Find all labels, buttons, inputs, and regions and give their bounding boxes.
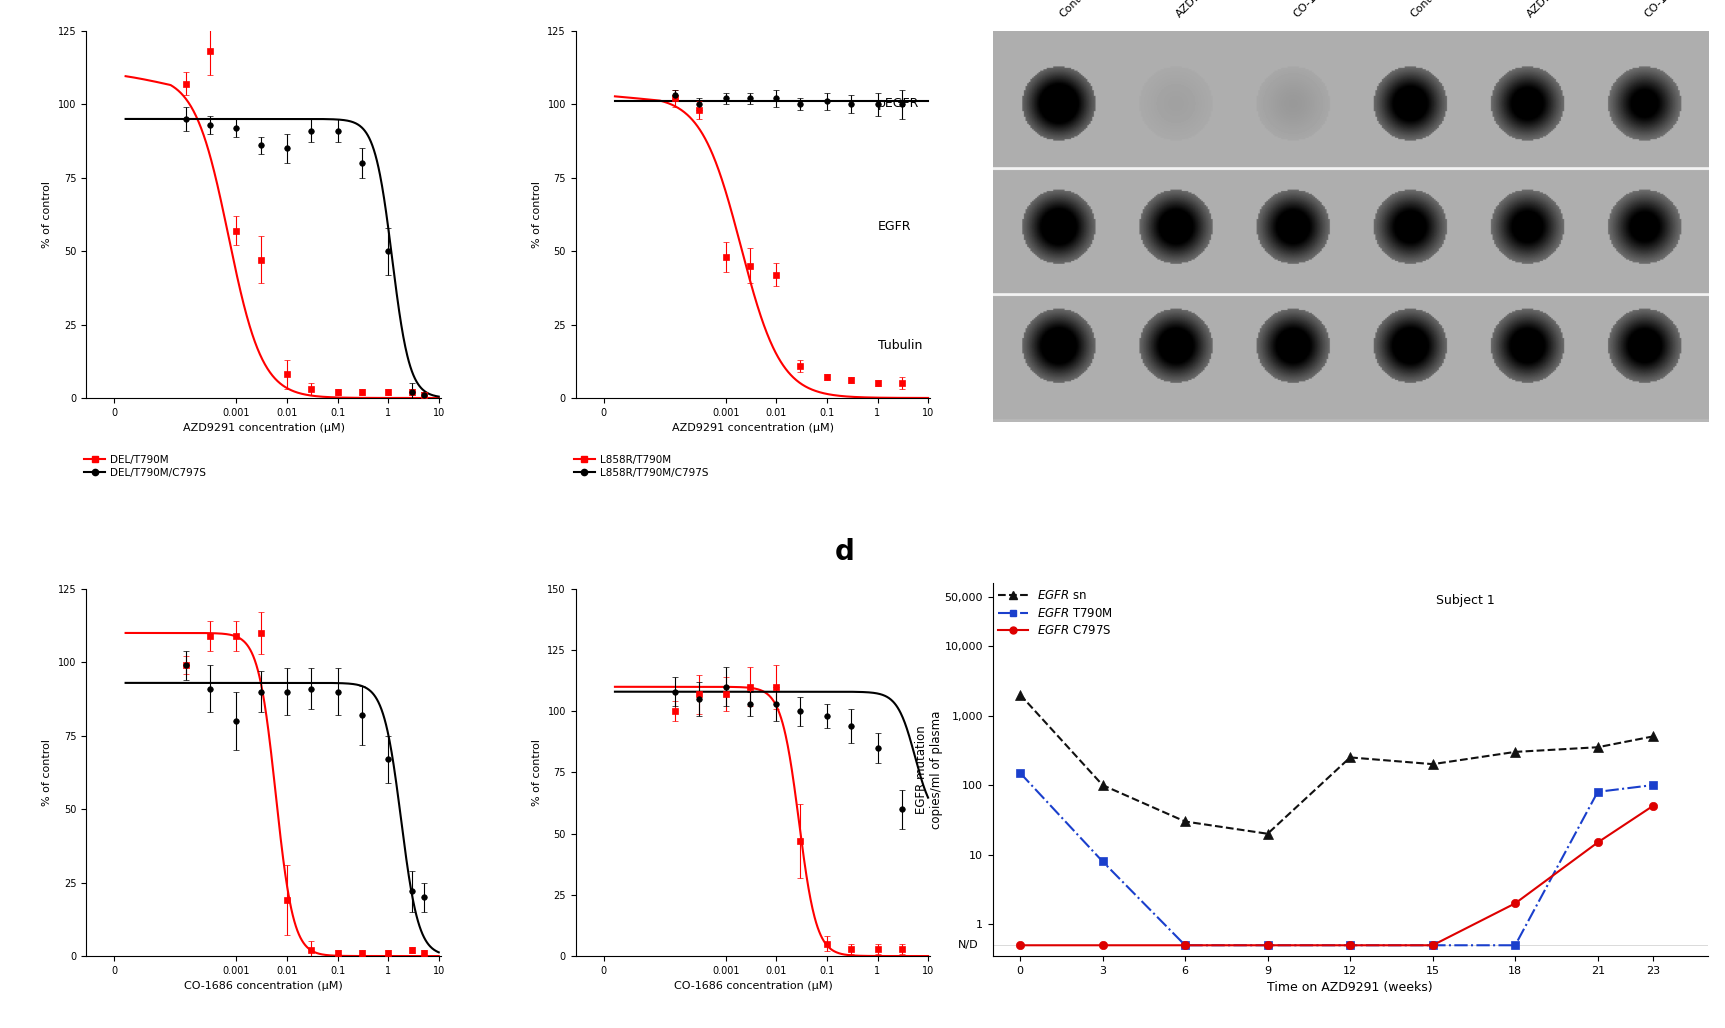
Text: Control: Control — [1409, 0, 1444, 20]
Legend: $EGFR$ sn, $EGFR$ T790M, $EGFR$ C797S: $EGFR$ sn, $EGFR$ T790M, $EGFR$ C797S — [999, 589, 1113, 637]
Text: EGFR: EGFR — [878, 220, 911, 233]
Text: d: d — [835, 539, 856, 566]
X-axis label: Time on AZD9291 (weeks): Time on AZD9291 (weeks) — [1268, 982, 1433, 994]
X-axis label: AZD9291 concentration (μM): AZD9291 concentration (μM) — [183, 424, 345, 433]
X-axis label: CO-1686 concentration (μM): CO-1686 concentration (μM) — [673, 982, 831, 991]
Y-axis label: % of control: % of control — [43, 181, 52, 248]
Text: CO-1686: CO-1686 — [1642, 0, 1684, 20]
Text: pEGFR: pEGFR — [878, 97, 919, 110]
Y-axis label: % of control: % of control — [531, 181, 542, 248]
Text: Subject 1: Subject 1 — [1435, 594, 1496, 608]
X-axis label: AZD9291 concentration (μM): AZD9291 concentration (μM) — [673, 424, 833, 433]
Legend: DEL/T790M, DEL/T790M/C797S: DEL/T790M, DEL/T790M/C797S — [85, 454, 207, 478]
Text: AZD9291: AZD9291 — [1525, 0, 1570, 20]
X-axis label: CO-1686 concentration (μM): CO-1686 concentration (μM) — [185, 982, 343, 991]
Y-axis label: % of control: % of control — [43, 739, 52, 806]
Text: Tubulin: Tubulin — [878, 339, 923, 352]
Text: Control: Control — [1057, 0, 1094, 20]
Text: AZD9291: AZD9291 — [1175, 0, 1218, 20]
Legend: L858R/T790M, L858R/T790M/C797S: L858R/T790M, L858R/T790M/C797S — [574, 454, 709, 478]
Text: N/D: N/D — [957, 941, 978, 950]
Y-axis label: EGFR mutation
copies/ml of plasma: EGFR mutation copies/ml of plasma — [914, 710, 944, 829]
Text: CO-1686: CO-1686 — [1292, 0, 1333, 20]
Y-axis label: % of control: % of control — [531, 739, 542, 806]
